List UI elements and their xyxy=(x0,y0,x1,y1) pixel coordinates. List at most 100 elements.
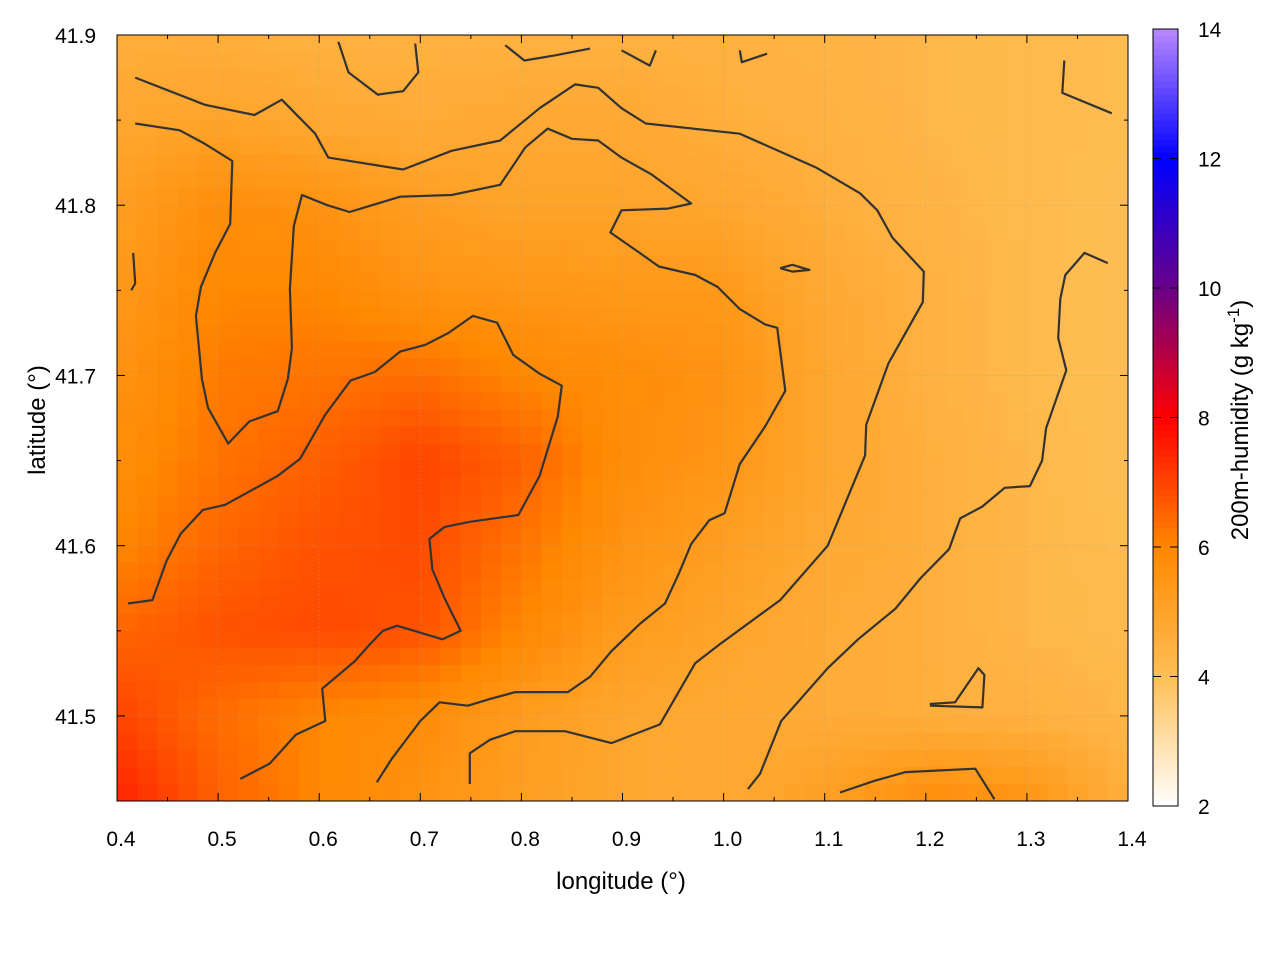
heatmap-cell xyxy=(258,630,280,649)
colorbar-segment xyxy=(1153,547,1178,555)
heatmap-cell xyxy=(561,443,583,462)
heatmap-cell xyxy=(137,630,159,649)
heatmap-cell xyxy=(440,443,462,462)
heatmap-cell xyxy=(622,273,644,292)
heatmap-cell xyxy=(582,188,604,207)
heatmap-cell xyxy=(1047,69,1069,87)
heatmap-cell xyxy=(844,358,866,377)
heatmap-cell xyxy=(804,732,826,751)
heatmap-cell xyxy=(541,528,563,547)
heatmap-cell xyxy=(804,273,826,292)
colorbar-segment xyxy=(1153,113,1178,121)
heatmap-cell xyxy=(1047,562,1069,581)
heatmap-cell xyxy=(339,545,361,564)
heatmap-cell xyxy=(784,426,806,445)
heatmap-cell xyxy=(177,579,199,598)
heatmap-cell xyxy=(784,647,806,666)
heatmap-cell xyxy=(218,715,240,734)
heatmap-cell xyxy=(784,307,806,326)
heatmap-cell xyxy=(501,528,523,547)
heatmap-cell xyxy=(117,205,139,224)
heatmap-cell xyxy=(743,375,765,394)
heatmap-cell xyxy=(784,630,806,649)
heatmap-cell xyxy=(1026,273,1048,292)
heatmap-cell xyxy=(197,715,219,734)
heatmap-cell xyxy=(662,52,684,70)
heatmap-cell xyxy=(440,69,462,87)
heatmap-cell xyxy=(582,460,604,479)
heatmap-cell xyxy=(865,460,887,479)
heatmap-cell xyxy=(258,732,280,751)
heatmap-cell xyxy=(420,86,442,104)
colorbar-segment xyxy=(1153,475,1178,483)
colorbar-segment xyxy=(1153,605,1178,613)
colorbar-segment xyxy=(1153,87,1178,95)
heatmap-cell xyxy=(501,494,523,513)
heatmap-cell xyxy=(1087,52,1109,70)
heatmap-cell xyxy=(501,749,523,768)
colorbar-segment xyxy=(1153,767,1178,775)
colorbar-segment xyxy=(1153,436,1178,445)
heatmap-cell xyxy=(359,103,381,121)
colorbar-segment xyxy=(1153,139,1178,147)
heatmap-cell xyxy=(885,630,907,649)
heatmap-cell xyxy=(521,443,543,462)
heatmap-cell xyxy=(703,681,725,700)
heatmap-cell xyxy=(703,273,725,292)
heatmap-cell xyxy=(824,443,846,462)
heatmap-cell xyxy=(561,35,583,53)
heatmap-cell xyxy=(440,477,462,496)
heatmap-cell xyxy=(440,528,462,547)
colorbar-label-sup: -1 xyxy=(1224,308,1243,323)
heatmap-cell xyxy=(561,154,583,172)
heatmap-cell xyxy=(218,460,240,479)
heatmap-cell xyxy=(561,409,583,428)
heatmap-cell xyxy=(885,52,907,70)
heatmap-cell xyxy=(1006,545,1028,564)
heatmap-cell xyxy=(966,307,988,326)
heatmap-cell xyxy=(865,171,887,189)
heatmap-cell xyxy=(400,749,422,768)
heatmap-cell xyxy=(804,494,826,513)
heatmap-cell xyxy=(622,290,644,309)
heatmap-cell xyxy=(1067,120,1089,138)
heatmap-cell xyxy=(582,358,604,377)
heatmap-cell xyxy=(359,460,381,479)
heatmap-cell xyxy=(400,596,422,615)
heatmap-cell xyxy=(844,426,866,445)
heatmap-cell xyxy=(420,103,442,121)
heatmap-cell xyxy=(865,613,887,632)
heatmap-cell xyxy=(1107,528,1128,547)
heatmap-cell xyxy=(319,545,341,564)
heatmap-cell xyxy=(582,239,604,258)
heatmap-cell xyxy=(764,460,786,479)
heatmap-cell xyxy=(885,732,907,751)
heatmap-cell xyxy=(1067,154,1089,172)
heatmap-cell xyxy=(319,307,341,326)
heatmap-cell xyxy=(1087,69,1109,87)
colorbar-segment xyxy=(1153,682,1178,691)
heatmap-cell xyxy=(764,783,786,801)
heatmap-cell xyxy=(339,171,361,189)
heatmap-cell xyxy=(723,290,745,309)
heatmap-cell xyxy=(784,86,806,104)
heatmap-cell xyxy=(177,630,199,649)
heatmap-cell xyxy=(379,460,401,479)
heatmap-cell xyxy=(218,426,240,445)
contour-line xyxy=(929,667,986,709)
heatmap-cell xyxy=(480,664,502,683)
heatmap-cell xyxy=(865,443,887,462)
heatmap-cell xyxy=(743,324,765,343)
heatmap-cell xyxy=(1107,613,1128,632)
heatmap-cell xyxy=(420,749,442,768)
heatmap-cell xyxy=(541,375,563,394)
heatmap-cell xyxy=(683,732,705,751)
heatmap-cell xyxy=(379,307,401,326)
heatmap-cell xyxy=(905,341,927,360)
heatmap-cell xyxy=(703,86,725,104)
colorbar-segment xyxy=(1153,67,1178,76)
heatmap-cell xyxy=(238,732,260,751)
heatmap-cell xyxy=(885,749,907,768)
heatmap-cell xyxy=(218,205,240,224)
heatmap-cell xyxy=(784,613,806,632)
